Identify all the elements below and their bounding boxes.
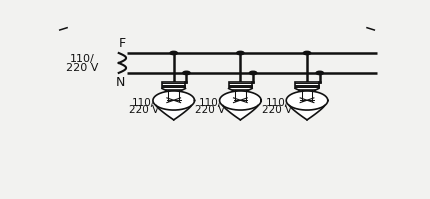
Polygon shape: [162, 89, 185, 90]
Polygon shape: [295, 89, 319, 90]
Polygon shape: [220, 91, 261, 110]
Text: 220 V: 220 V: [262, 105, 292, 115]
Bar: [295, 82, 319, 89]
Polygon shape: [156, 106, 191, 120]
Polygon shape: [153, 91, 194, 110]
Circle shape: [170, 51, 178, 55]
Text: 110/: 110/: [265, 98, 289, 108]
Text: F: F: [118, 37, 126, 50]
Polygon shape: [289, 106, 325, 120]
Polygon shape: [286, 91, 328, 110]
Text: 220 V: 220 V: [195, 105, 225, 115]
Text: 220 V: 220 V: [66, 63, 98, 73]
Bar: [229, 82, 252, 89]
Text: 110/: 110/: [199, 98, 222, 108]
Bar: [162, 82, 185, 89]
Polygon shape: [229, 89, 252, 90]
Circle shape: [316, 71, 323, 75]
Circle shape: [303, 51, 311, 55]
Circle shape: [237, 51, 244, 55]
Polygon shape: [223, 106, 258, 120]
Text: 110/: 110/: [132, 98, 155, 108]
Circle shape: [183, 71, 190, 75]
Text: 220 V: 220 V: [129, 105, 159, 115]
Text: 110/: 110/: [70, 54, 95, 64]
Circle shape: [249, 71, 257, 75]
Text: N: N: [116, 76, 126, 89]
